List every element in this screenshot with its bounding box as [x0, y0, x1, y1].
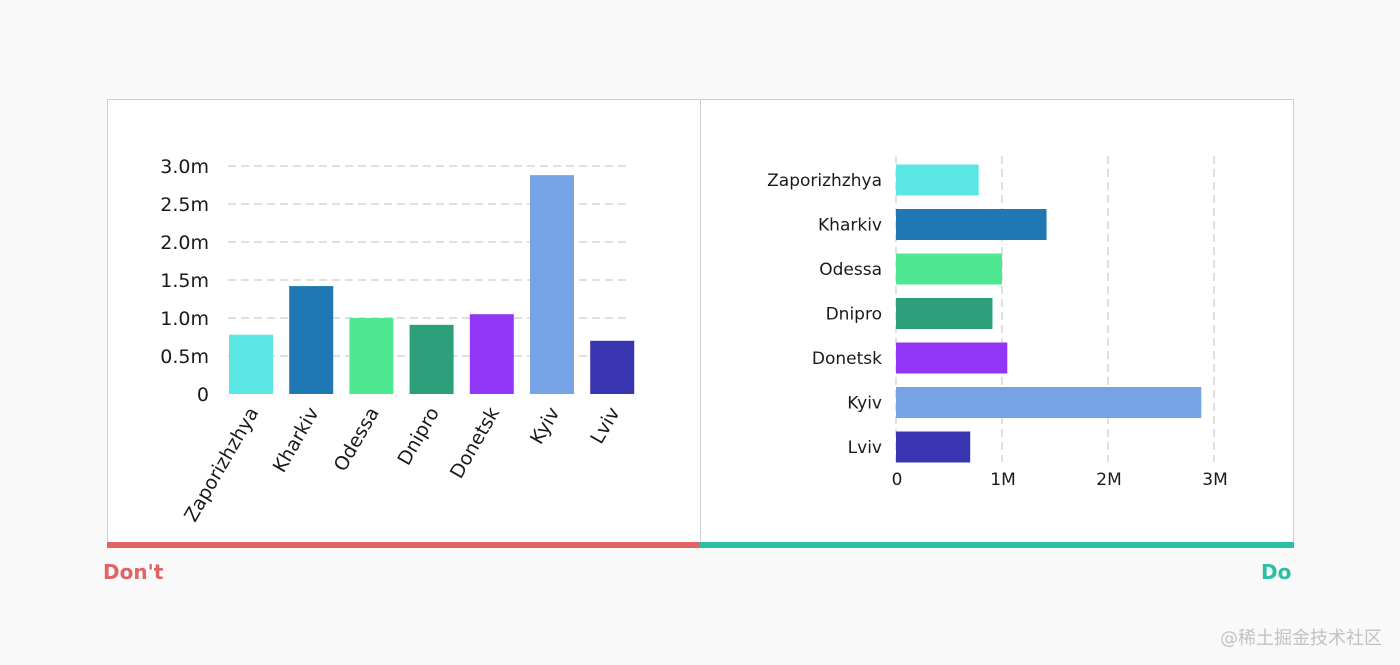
y-tick-label: 2.0m: [160, 232, 209, 254]
bar-zaporizhzhya: [229, 334, 273, 394]
do-label: Do: [1261, 560, 1292, 584]
horizontal-bar-chart: 0 1M 2M 3M Zaporizhzhya Kharkiv Odessa Dnipro Do…: [767, 156, 1228, 490]
y-tick-label: 3.0m: [160, 156, 209, 178]
y-tick-label: Dnipro: [826, 305, 882, 325]
y-tick-label: Donetsk: [812, 349, 882, 369]
x-tick-label: 1M: [990, 470, 1015, 490]
vertical-bar-chart: 0 0.5m 1.0m 1.5m 2.0m 2.5m 3.0m Zaporizhzhya Kha…: [160, 156, 635, 526]
y-tick-label: Lviv: [848, 438, 882, 458]
x-tick-label: Lviv: [586, 404, 624, 448]
x-tick-label: Kharkiv: [269, 404, 324, 477]
x-tick-label: Kyiv: [526, 404, 564, 449]
bar-lviv: [590, 340, 635, 394]
y-tick-label: 2.5m: [160, 194, 209, 216]
y-tick-label: 0.5m: [160, 346, 209, 368]
dont-label: Don't: [103, 560, 164, 584]
watermark: @稀土掘金技术社区: [1220, 628, 1382, 649]
dont-panel: 0 0.5m 1.0m 1.5m 2.0m 2.5m 3.0m Zaporizhzhya Kha…: [107, 99, 701, 543]
bar-odessa: [349, 318, 394, 394]
y-tick-label: Kharkiv: [818, 216, 882, 236]
x-tick-label: 0: [892, 470, 903, 490]
bar-kharkiv: [896, 209, 1047, 240]
x-tick-label: Dnipro: [393, 404, 444, 470]
y-tick-label: 1.5m: [160, 270, 209, 292]
y-tick-label: 0: [197, 384, 209, 406]
bar-zaporizhzhya: [896, 164, 979, 196]
bar-odessa: [896, 253, 1002, 285]
bar-kyiv: [896, 387, 1202, 418]
do-stripe: [700, 542, 1294, 548]
x-tick-label: Donetsk: [446, 404, 504, 483]
x-tick-label: 3M: [1202, 470, 1227, 490]
dont-stripe: [107, 542, 700, 548]
bar-kyiv: [530, 175, 574, 394]
y-tick-label: Kyiv: [847, 394, 882, 414]
x-tick-label: 2M: [1096, 470, 1121, 490]
bar-dnipro: [896, 298, 993, 329]
x-tick-label: Odessa: [330, 404, 384, 476]
y-tick-label: Zaporizhzhya: [767, 171, 882, 191]
y-tick-label: Odessa: [819, 260, 882, 280]
y-tick-label: 1.0m: [160, 308, 209, 330]
bar-lviv: [896, 431, 971, 463]
bar-kharkiv: [289, 286, 334, 394]
x-tick-label: Zaporizhzhya: [180, 404, 263, 526]
do-panel: 0 1M 2M 3M Zaporizhzhya Kharkiv Odessa Dnipro Do…: [700, 99, 1294, 543]
bar-dnipro: [409, 324, 454, 394]
bar-donetsk: [469, 314, 514, 394]
bar-donetsk: [896, 342, 1008, 374]
